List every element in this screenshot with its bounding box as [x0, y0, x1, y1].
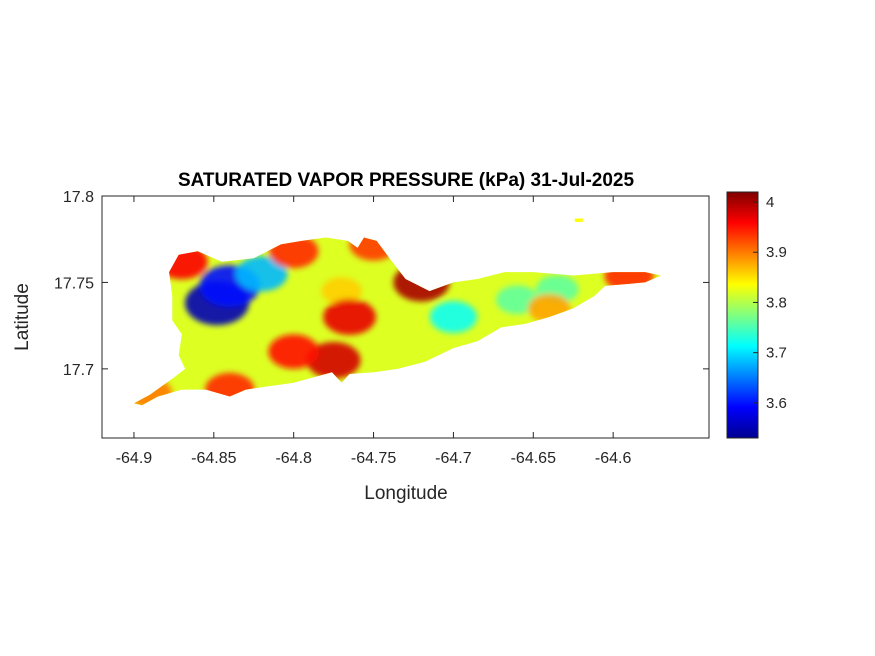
y-axis: 17.7 17.75 17.8	[54, 189, 709, 379]
field-peak	[429, 301, 478, 333]
colorbar-tick-label: 3.7	[766, 345, 787, 362]
x-tick-label: -64.75	[351, 450, 396, 467]
islet-shape	[574, 218, 583, 222]
y-tick-label: 17.75	[54, 275, 94, 292]
colorbar-tick-label: 3.9	[766, 244, 787, 261]
plot-frame	[101, 195, 710, 439]
y-tick-label: 17.8	[63, 189, 94, 206]
y-axis-title: Latitude	[12, 283, 33, 351]
colorbar-tick-label: 3.6	[766, 395, 787, 412]
x-axis: -64.9 -64.85 -64.8 -64.75 -64.7 -64.65 -64.6	[116, 196, 632, 467]
field-peak	[235, 256, 288, 292]
y-tick-label: 17.7	[63, 362, 94, 379]
field-peak	[321, 277, 362, 305]
colorbar-tick-label: 4	[766, 194, 774, 211]
chart-title: SATURATED VAPOR PRESSURE (kPa) 31-Jul-20…	[178, 170, 635, 191]
x-tick-label: -64.9	[116, 450, 153, 467]
field-peak	[268, 334, 319, 369]
x-axis-title: Longitude	[364, 483, 447, 504]
colorbar-gradient	[726, 191, 759, 439]
colorbar: 3.6 3.7 3.8 3.9 4	[726, 191, 787, 439]
x-tick-label: -64.7	[435, 450, 472, 467]
x-tick-label: -64.85	[191, 450, 236, 467]
field-peak	[323, 299, 376, 335]
colorbar-tick-label: 3.8	[766, 294, 787, 311]
field-peak	[306, 341, 361, 379]
x-tick-label: -64.8	[275, 450, 312, 467]
x-tick-label: -64.6	[595, 450, 632, 467]
x-tick-label: -64.65	[511, 450, 556, 467]
field-peak	[495, 285, 539, 315]
